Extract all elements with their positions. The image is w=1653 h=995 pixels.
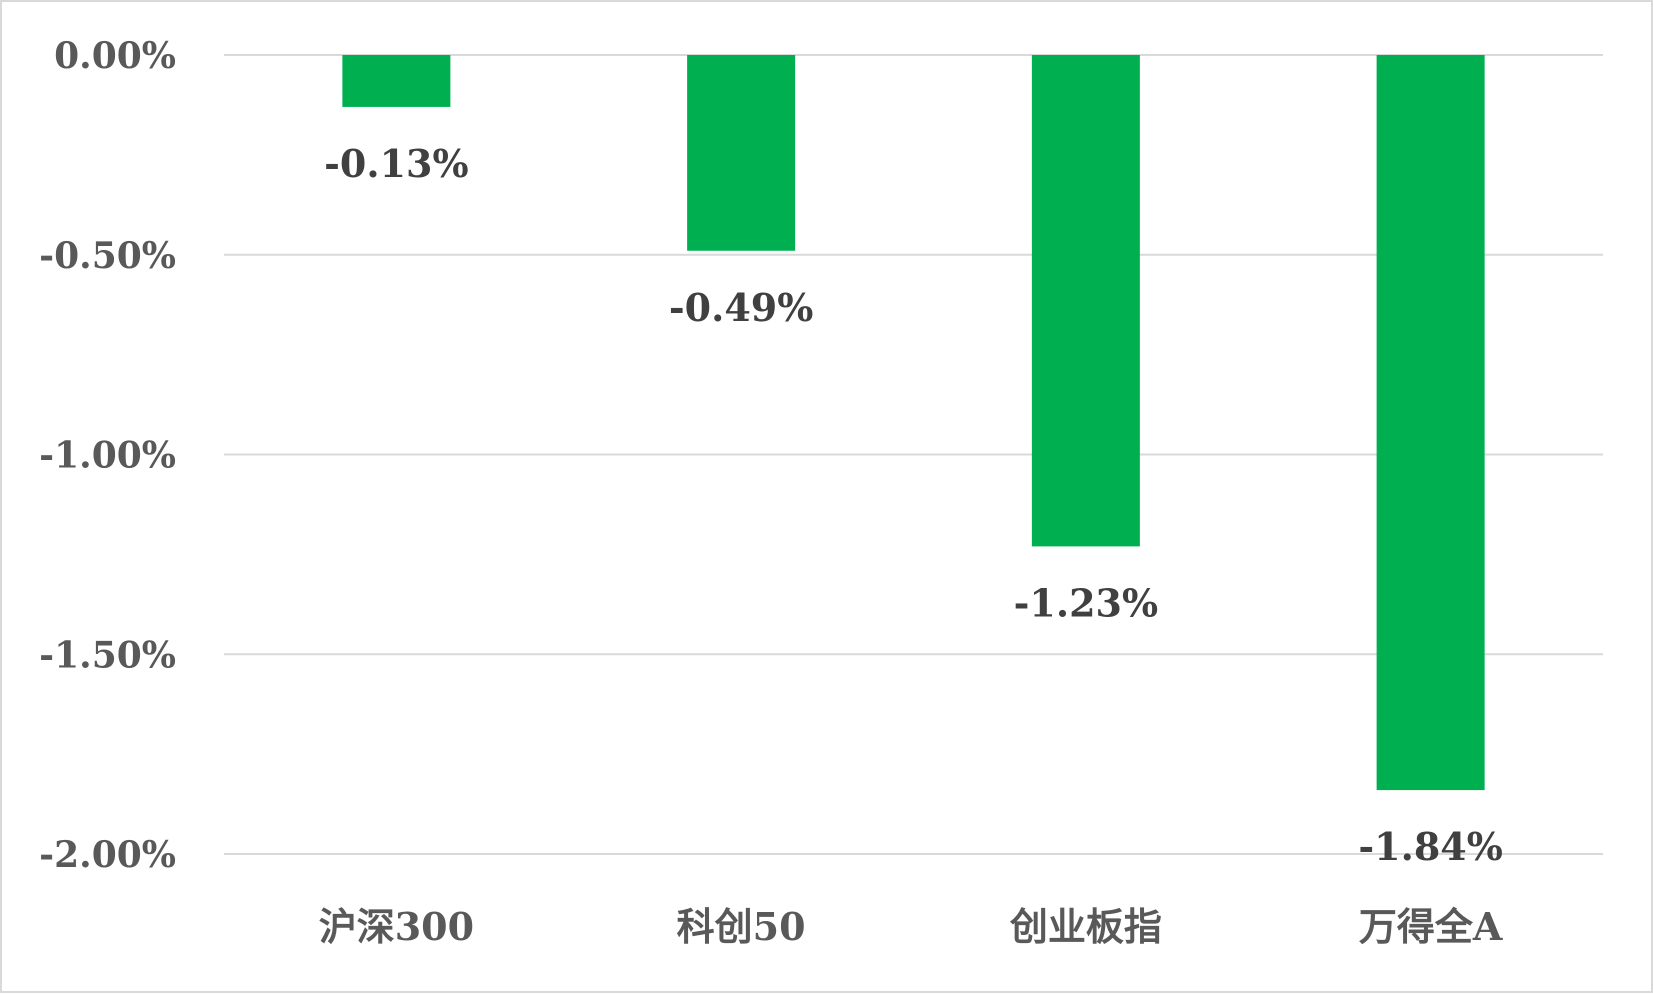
- bar: [687, 55, 796, 251]
- y-tick-label: -1.00%: [39, 435, 176, 477]
- bar: [1031, 55, 1140, 547]
- y-tick-label: -0.50%: [39, 235, 176, 277]
- y-tick-label: -1.50%: [39, 634, 176, 676]
- x-axis-category-labels: 沪深300 科创50 创业板指 万得全A: [319, 904, 1503, 949]
- data-labels: -0.13% -0.49% -1.23% -1.84%: [324, 141, 1503, 869]
- gridlines: [224, 54, 1603, 855]
- data-label: -0.13%: [324, 141, 468, 186]
- category-label: 科创50: [677, 904, 806, 949]
- category-label: 创业板指: [1010, 904, 1162, 949]
- data-label: -1.84%: [1358, 824, 1502, 869]
- category-label: 万得全A: [1359, 904, 1503, 949]
- bars: [342, 55, 1485, 791]
- category-label: 沪深300: [319, 904, 474, 949]
- bar: [1376, 55, 1485, 791]
- y-axis-tick-labels: 0.00% -0.50% -1.00% -1.50% -2.00%: [39, 35, 176, 876]
- y-tick-label: -2.00%: [39, 834, 176, 876]
- data-label: -0.49%: [669, 285, 813, 330]
- data-label: -1.23%: [1014, 580, 1158, 625]
- y-tick-label: 0.00%: [54, 35, 176, 77]
- bar: [342, 55, 451, 107]
